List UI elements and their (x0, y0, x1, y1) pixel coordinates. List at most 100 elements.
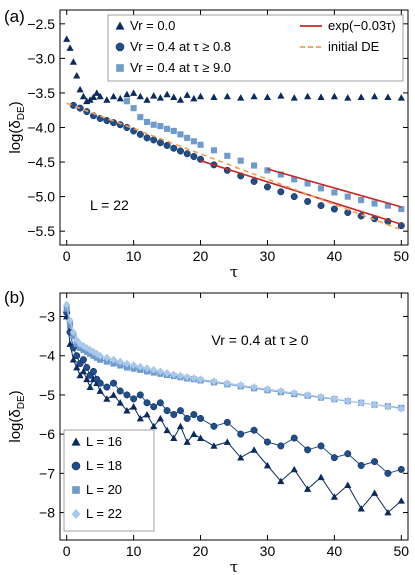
x-tick-label: 40 (327, 248, 343, 264)
series-0 (63, 312, 405, 516)
data-point (344, 396, 352, 405)
legend-entry: Vr = 0.4 at τ ≥ 9.0 (116, 60, 231, 75)
data-point (86, 345, 94, 354)
series-3 (63, 300, 405, 413)
legend-entry: L = 18 (71, 458, 122, 473)
data-point (190, 153, 198, 161)
data-point (143, 364, 151, 373)
data-point (317, 473, 325, 481)
data-point (69, 58, 77, 65)
legend-entry: initial DE (300, 39, 380, 54)
series-line (267, 168, 402, 208)
x-tick-label: 30 (260, 248, 276, 264)
data-point (384, 508, 392, 516)
data-point (330, 454, 338, 462)
data-point (130, 105, 137, 112)
legend-swatch (116, 64, 124, 72)
data-point (93, 89, 101, 96)
x-tick-label: 0 (63, 248, 71, 264)
legend-entry: exp(−0.03τ) (300, 18, 396, 33)
data-point (76, 85, 84, 93)
data-point (163, 141, 171, 149)
data-point (277, 387, 285, 395)
data-point (110, 379, 118, 387)
data-point (196, 434, 205, 441)
data-point (86, 96, 94, 103)
data-point (344, 481, 352, 488)
data-point (170, 411, 178, 419)
data-point (150, 365, 158, 374)
data-point (357, 462, 365, 469)
data-point (263, 183, 271, 191)
data-point (109, 391, 118, 398)
data-point (76, 104, 84, 112)
data-point (103, 395, 111, 402)
legend-label: L = 16 (86, 434, 122, 449)
x-axis-label: τ (230, 263, 238, 281)
data-point (370, 92, 379, 100)
data-point (136, 92, 144, 100)
data-point (123, 90, 131, 98)
y-axis-label: log(δDE) (7, 390, 27, 442)
data-point (384, 469, 392, 477)
data-point (224, 152, 231, 159)
data-point (344, 450, 352, 458)
data-point (264, 167, 271, 174)
data-point (177, 131, 184, 138)
data-point (197, 141, 204, 148)
y-tick-label: −4.0 (27, 120, 55, 136)
data-point (184, 134, 191, 141)
data-point (76, 371, 84, 379)
data-point (384, 402, 392, 411)
data-point (176, 371, 185, 380)
data-point (170, 370, 178, 379)
data-point (250, 426, 258, 434)
data-point (317, 442, 325, 450)
data-point (66, 44, 74, 51)
data-point (143, 399, 151, 407)
data-point (170, 144, 178, 152)
y-tick-label: −5 (39, 387, 55, 403)
legend-label: exp(−0.03τ) (328, 18, 396, 33)
data-point (263, 385, 272, 394)
data-point (330, 205, 338, 213)
data-point (190, 430, 198, 438)
y-tick-label: −3 (39, 309, 55, 325)
data-point (150, 121, 157, 128)
legend-entry: L = 16 (71, 434, 122, 449)
data-point (136, 391, 144, 399)
data-point (170, 434, 178, 441)
legend-entry: L = 22 (71, 506, 122, 521)
y-axis-label: log(δDE) (7, 101, 27, 153)
data-point (371, 458, 379, 466)
series-5 (66, 102, 402, 231)
y-tick-label: −4 (39, 348, 55, 364)
data-point (136, 414, 144, 422)
legend-label: L = 18 (86, 458, 122, 473)
data-point (79, 367, 88, 375)
data-layer (63, 35, 405, 231)
data-point (143, 410, 151, 418)
legend-label: initial DE (328, 39, 380, 54)
data-point (156, 367, 164, 376)
data-point (69, 328, 77, 337)
x-axis-label: τ (230, 558, 238, 575)
data-point (370, 489, 379, 496)
data-point (130, 395, 138, 403)
data-point (143, 118, 151, 126)
data-point (358, 197, 365, 204)
data-point (150, 136, 158, 144)
data-point (176, 422, 185, 430)
data-point (237, 430, 245, 438)
data-point (190, 94, 198, 102)
data-point (136, 362, 144, 371)
data-point (304, 446, 312, 454)
data-point (183, 372, 191, 381)
legend-box (107, 14, 404, 82)
legend-swatch (115, 21, 125, 30)
data-point (190, 411, 198, 419)
data-point (397, 404, 405, 413)
legend-entry: Vr = 0.0 (115, 18, 175, 33)
x-tick-label: 50 (394, 543, 410, 559)
